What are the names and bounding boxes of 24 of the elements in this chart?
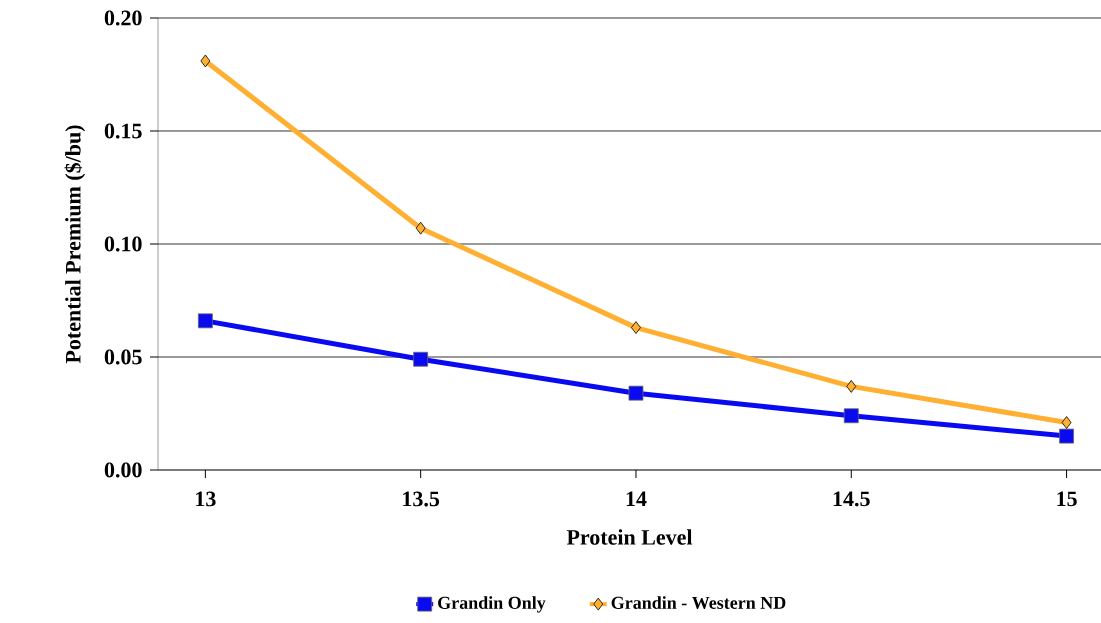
legend-label: Grandin Only — [438, 596, 546, 613]
x-tick-label: 13 — [196, 491, 216, 507]
x-tick-label: 15 — [1057, 491, 1077, 507]
point — [628, 385, 644, 401]
y-tick-label: 0.00 — [104, 462, 142, 478]
point — [200, 54, 211, 68]
y-axis-title: Potential Premium ($/bu) — [64, 125, 86, 364]
point — [843, 408, 859, 424]
point — [413, 351, 429, 367]
legend-label: Grandin - Western ND — [611, 596, 786, 609]
y-tick-label: 0.05 — [104, 349, 142, 365]
x-tick-label: 14 — [626, 491, 647, 507]
point — [846, 379, 857, 393]
x-tick-label: 14.5 — [833, 491, 870, 507]
point — [1061, 416, 1072, 429]
x-axis-title: Protein Level — [566, 529, 693, 545]
point — [631, 321, 641, 335]
point — [197, 313, 213, 329]
y-tick-label: 0.20 — [104, 10, 142, 26]
y-tick-label: 0.10 — [104, 236, 142, 252]
point — [415, 221, 426, 235]
x-tick-label: 13.5 — [403, 491, 440, 507]
point — [1059, 428, 1074, 444]
y-tick-label: 0.15 — [104, 123, 142, 139]
